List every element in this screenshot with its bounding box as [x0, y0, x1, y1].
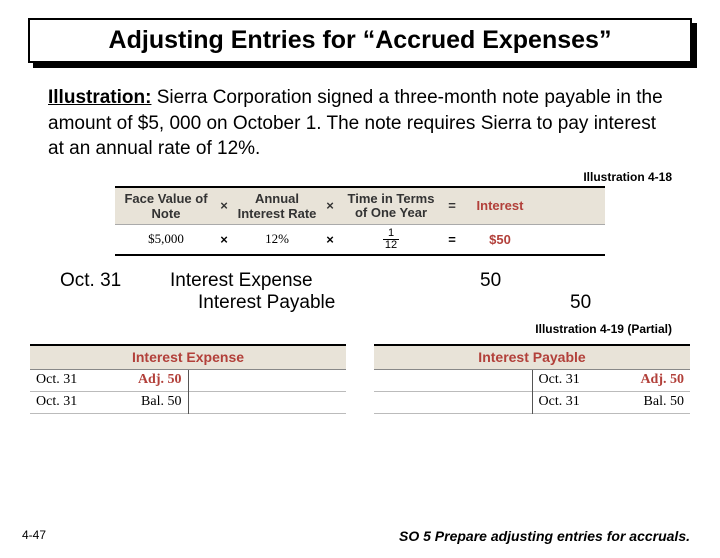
fraction: 1 12 — [383, 228, 399, 251]
t-account-row — [189, 370, 347, 392]
t-account-debit-side — [374, 370, 533, 414]
t-amount: Adj. 50 — [640, 372, 684, 389]
t-account-row — [374, 392, 532, 414]
t-amount: Bal. 50 — [141, 394, 181, 411]
t-account-interest-expense: Interest Expense Oct. 31 Adj. 50 Oct. 31… — [30, 344, 346, 414]
formula-header-time: Time in Terms of One Year — [343, 192, 439, 221]
t-account-interest-payable: Interest Payable Oct. 31 Adj. 50 Oct. 31… — [374, 344, 690, 414]
t-accounts: Interest Expense Oct. 31 Adj. 50 Oct. 31… — [30, 344, 690, 414]
slide-title: Adjusting Entries for “Accrued Expenses” — [40, 26, 680, 55]
times-icon: × — [211, 198, 237, 213]
equals-icon: = — [439, 198, 465, 213]
times-icon: × — [317, 198, 343, 213]
t-account-row: Oct. 31 Bal. 50 — [533, 392, 691, 414]
t-date: Oct. 31 — [36, 372, 77, 389]
slide-footer: 4-47 SO 5 Prepare adjusting entries for … — [0, 528, 720, 544]
t-date: Oct. 31 — [36, 394, 77, 411]
illustration-label: Illustration: — [48, 87, 151, 108]
journal-entry-debit-row: Oct. 31 Interest Expense 50 — [60, 270, 672, 292]
formula-value-rate: 12% — [237, 231, 317, 247]
times-icon: × — [211, 232, 237, 247]
times-icon: × — [317, 232, 343, 247]
t-account-row: Oct. 31 Adj. 50 — [30, 370, 188, 392]
t-account-credit-side — [189, 370, 347, 414]
t-account-debit-side: Oct. 31 Adj. 50 Oct. 31 Bal. 50 — [30, 370, 189, 414]
je-debit-account: Interest Expense — [170, 270, 480, 292]
formula-header-rate: Annual Interest Rate — [237, 191, 317, 221]
t-amount: Adj. 50 — [138, 372, 182, 389]
t-account-row: Oct. 31 Adj. 50 — [533, 370, 691, 392]
t-date: Oct. 31 — [539, 372, 580, 389]
formula-value-face: $5,000 — [121, 231, 211, 247]
t-account-row — [374, 370, 532, 392]
formula-header-face: Face Value of Note — [121, 191, 211, 221]
je-date: Oct. 31 — [60, 270, 170, 292]
t-account-title: Interest Expense — [132, 349, 244, 365]
journal-entry: Oct. 31 Interest Expense 50 Interest Pay… — [60, 270, 672, 314]
formula-value-interest: $50 — [465, 232, 535, 247]
formula-value-time: 1 12 — [343, 228, 439, 251]
fraction-denominator: 12 — [383, 240, 399, 251]
t-date: Oct. 31 — [539, 394, 580, 411]
t-account-row: Oct. 31 Bal. 50 — [30, 392, 188, 414]
t-account-title: Interest Payable — [478, 349, 585, 365]
formula-header-row: Face Value of Note × Annual Interest Rat… — [115, 188, 605, 225]
je-credit-amount: 50 — [570, 292, 660, 314]
journal-entry-credit-row: Interest Payable 50 — [60, 292, 672, 314]
study-objective: SO 5 Prepare adjusting entries for accru… — [399, 528, 690, 544]
formula-values-row: $5,000 × 12% × 1 12 = $50 — [115, 225, 605, 254]
formula-table: Face Value of Note × Annual Interest Rat… — [115, 186, 605, 256]
je-credit-account: Interest Payable — [170, 292, 480, 314]
slide-title-box: Adjusting Entries for “Accrued Expenses” — [28, 18, 692, 63]
illustration-ref-1: Illustration 4-18 — [0, 170, 672, 184]
slide-number: 4-47 — [22, 528, 46, 544]
t-amount: Bal. 50 — [644, 394, 684, 411]
t-account-credit-side: Oct. 31 Adj. 50 Oct. 31 Bal. 50 — [533, 370, 691, 414]
t-account-row — [189, 392, 347, 414]
equals-icon: = — [439, 232, 465, 247]
illustration-ref-2: Illustration 4-19 (Partial) — [0, 322, 672, 336]
formula-header-interest: Interest — [465, 198, 535, 213]
je-debit-amount: 50 — [480, 270, 570, 292]
illustration-text: Illustration: Sierra Corporation signed … — [48, 85, 672, 162]
